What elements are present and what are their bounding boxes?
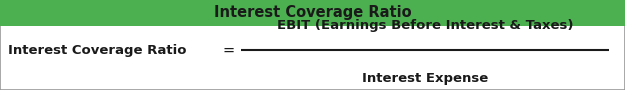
Bar bbox=[0, 0, 625, 26]
Text: Interest Expense: Interest Expense bbox=[362, 72, 488, 85]
Text: Interest Coverage Ratio: Interest Coverage Ratio bbox=[214, 5, 411, 20]
Text: =: = bbox=[222, 43, 234, 58]
Text: Interest Coverage Ratio: Interest Coverage Ratio bbox=[8, 44, 186, 57]
Text: EBIT (Earnings Before Interest & Taxes): EBIT (Earnings Before Interest & Taxes) bbox=[277, 19, 573, 32]
